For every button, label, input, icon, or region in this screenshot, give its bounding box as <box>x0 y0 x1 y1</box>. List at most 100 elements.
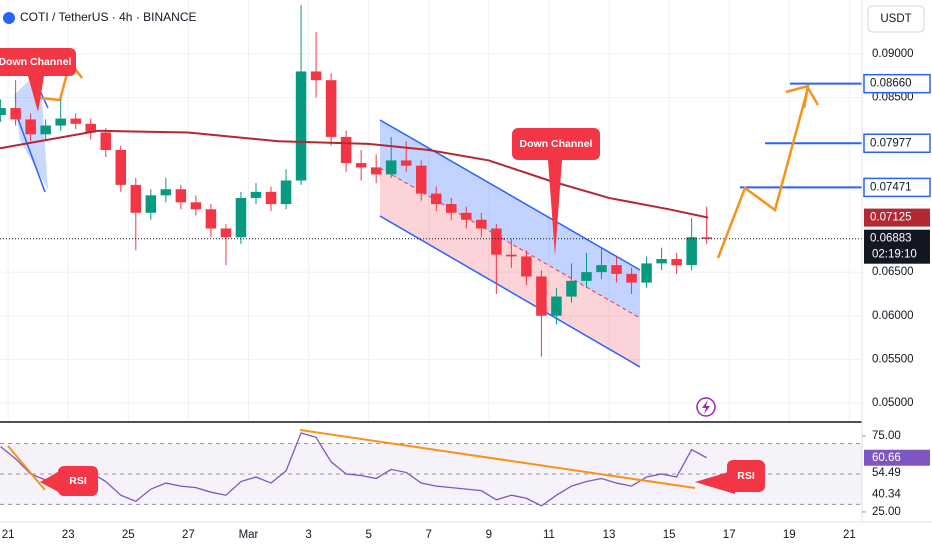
projection-arrow <box>785 84 810 109</box>
y-tick-label: 0.09000 <box>872 48 914 60</box>
callout: RSI <box>40 466 98 496</box>
countdown: 02:19:10 <box>872 249 917 261</box>
x-tick-label: 27 <box>182 529 195 541</box>
candle-body <box>175 189 187 203</box>
channel-upper-fill <box>380 120 640 318</box>
callout-box <box>58 466 98 496</box>
candle-body <box>581 272 592 281</box>
x-tick-label: 7 <box>426 529 432 541</box>
level-label-box <box>863 133 931 154</box>
callout-text: Down Channel <box>520 138 593 150</box>
x-tick-label: 3 <box>305 529 311 541</box>
candle-body <box>656 259 667 264</box>
candle-body <box>461 212 472 220</box>
level-label: 0.07471 <box>870 181 912 193</box>
callout: Down Channel <box>0 48 76 112</box>
candle-body <box>340 136 352 164</box>
callout-box <box>727 460 765 492</box>
moving-average <box>0 129 709 219</box>
candle-body <box>446 204 457 213</box>
candle-body <box>325 80 337 137</box>
candle-body <box>686 237 697 266</box>
y-tick-label: 0.05500 <box>872 353 914 365</box>
callout-text: RSI <box>737 470 755 482</box>
rsi-pane <box>0 422 862 522</box>
candle-body <box>295 71 307 181</box>
candle-body <box>55 118 66 126</box>
candle-body <box>551 296 562 316</box>
small-channel-line <box>13 107 46 193</box>
x-tick-label: 15 <box>663 529 676 541</box>
candle-body <box>385 160 397 175</box>
candle-body <box>566 280 577 297</box>
level-label-box <box>863 177 931 198</box>
y-tick-label: 0.05000 <box>872 397 914 409</box>
candle-body <box>130 184 142 213</box>
rsi-current-label: 60.66 <box>872 452 901 464</box>
rsi <box>0 432 862 507</box>
level-label-box <box>863 73 931 94</box>
candle-body <box>235 197 247 238</box>
candle-body <box>220 228 232 238</box>
candle-body <box>506 254 517 257</box>
x-tick-label: 11 <box>543 529 555 541</box>
chart-title: COTI / TetherUS · 4h · BINANCE <box>20 10 197 24</box>
callout-pointer <box>40 470 62 494</box>
symbol-icon <box>3 12 15 24</box>
x-tick-label: 13 <box>603 529 616 541</box>
projection-path <box>716 84 820 259</box>
currency-button[interactable] <box>867 5 925 33</box>
candle-body <box>491 228 502 255</box>
plot <box>0 5 862 357</box>
ma-label: 0.07125 <box>870 212 912 224</box>
candle-body <box>85 123 96 133</box>
y-tick-label: 0.06500 <box>872 266 914 278</box>
x-tick-label: 25 <box>122 529 135 541</box>
candle-body <box>701 237 712 239</box>
channel-lower-fill <box>380 168 640 367</box>
candle-body <box>400 160 412 166</box>
candle-body <box>100 132 112 150</box>
axes: 21 23 25 27 Mar 3 5 7 9 11 13 15 17 19 21 0.09000 0.0850… <box>2 48 931 541</box>
callout-pointer <box>695 470 735 494</box>
candle-body <box>265 191 277 205</box>
callout-box <box>512 128 600 160</box>
candle-body <box>521 256 532 277</box>
candle-body <box>641 263 652 283</box>
y-tick-label: 0.06000 <box>872 310 914 322</box>
candle-body <box>250 191 262 198</box>
candle-body <box>10 108 21 120</box>
x-tick-label: Mar <box>239 529 259 541</box>
candle-body <box>145 195 157 213</box>
rsi-marker-label: 40.34 <box>872 489 901 501</box>
callout-pointer <box>548 160 562 256</box>
candle-body <box>70 118 81 124</box>
candle-body <box>476 219 487 229</box>
x-tick-label: 17 <box>723 529 736 541</box>
candle-body <box>25 119 36 135</box>
channel-bottom <box>379 215 641 368</box>
candle-body <box>596 265 607 273</box>
candle-body <box>611 265 622 274</box>
last-price-box <box>864 229 930 264</box>
candle-body <box>355 163 367 168</box>
candle-body <box>310 71 322 81</box>
x-tick-label: 19 <box>783 529 796 541</box>
x-tick-label: 21 <box>843 529 856 541</box>
last-price-label: 0.06883 <box>870 233 912 245</box>
candle-body <box>40 125 51 135</box>
rsi-marker-label: 54.49 <box>872 467 901 479</box>
currency: USDT <box>880 13 911 25</box>
ma-label-box <box>864 208 930 227</box>
candle-body <box>431 193 442 205</box>
candle-body <box>190 202 202 210</box>
x-tick-label: 21 <box>2 529 15 541</box>
candle-body <box>536 276 547 316</box>
rsi-trendline <box>299 429 696 489</box>
event-icon-bolt <box>702 400 710 414</box>
candle-body <box>160 189 172 196</box>
candle-body <box>370 167 382 175</box>
level-label: 0.07977 <box>870 137 912 149</box>
callout: RSI <box>695 460 765 494</box>
callout-text: Down Channel <box>0 56 72 68</box>
